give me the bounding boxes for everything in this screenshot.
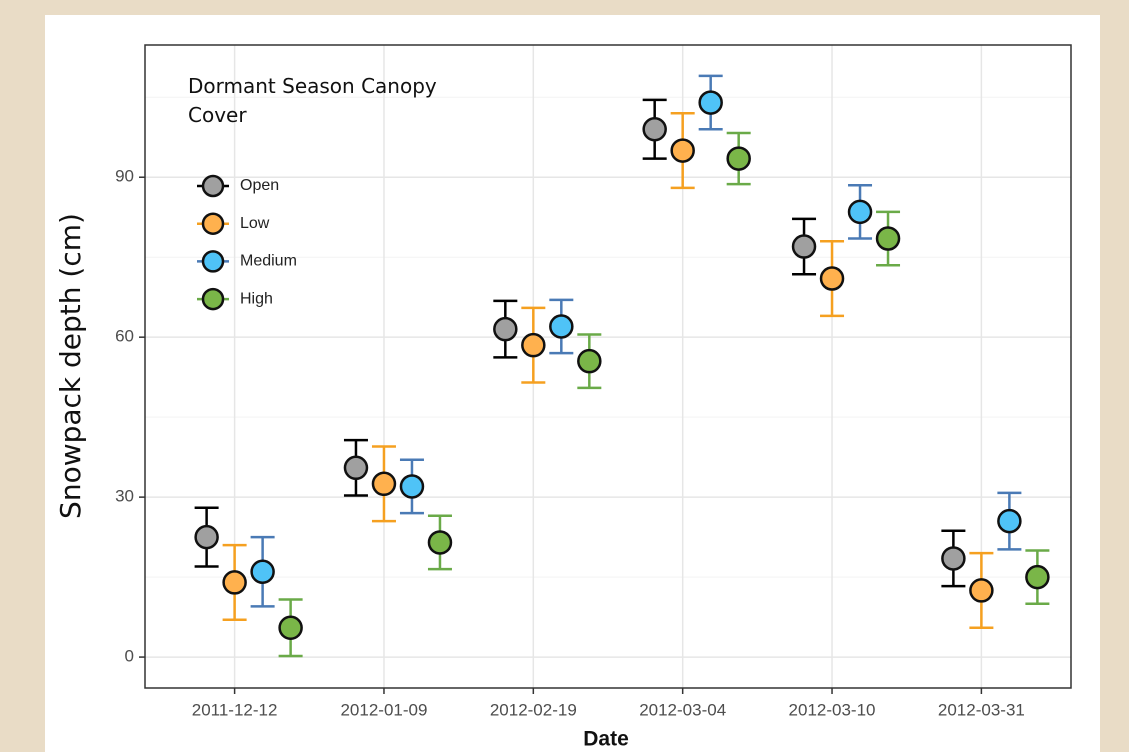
x-tick-label: 2012-03-10 [789, 700, 876, 719]
x-tick-label: 2012-03-04 [639, 700, 726, 719]
point [875, 226, 901, 251]
point [997, 508, 1022, 534]
point [670, 138, 695, 163]
point [250, 559, 275, 585]
legend-label: High [240, 290, 273, 307]
x-tick-label: 2012-01-09 [340, 700, 427, 719]
legend-title: Dormant Season Canopy Cover [188, 74, 437, 127]
panel [45, 15, 1100, 752]
x-tick-label: 2011-12-12 [192, 700, 278, 719]
x-tick-label: 2012-03-31 [938, 700, 1025, 719]
point [222, 570, 247, 595]
point [521, 332, 546, 358]
legend-point [201, 287, 225, 311]
point [194, 524, 219, 550]
legend-label: Medium [240, 253, 297, 270]
point [278, 615, 303, 641]
x-tick-label: 2012-02-19 [490, 700, 577, 719]
point [847, 199, 873, 225]
point [493, 316, 518, 342]
point [427, 530, 453, 555]
point [343, 455, 369, 481]
y-axis-label: Snowpack depth (cm) [54, 213, 87, 519]
y-tick-label: 0 [125, 647, 134, 666]
legend-label: Open [240, 177, 279, 194]
point [1025, 564, 1050, 590]
point [399, 474, 425, 499]
legend-point [201, 174, 225, 198]
point [941, 546, 966, 571]
y-tick-label: 30 [115, 487, 134, 506]
point [577, 348, 602, 374]
y-tick-label: 90 [115, 167, 134, 186]
plot-border [144, 44, 1072, 689]
point [791, 234, 817, 259]
legend-point [201, 250, 225, 273]
point [726, 146, 751, 171]
legend-label: Low [240, 215, 270, 232]
point [642, 116, 667, 142]
x-axis-label: Date [583, 728, 629, 751]
y-tick-label: 60 [115, 327, 134, 346]
legend-point [201, 212, 225, 235]
point [969, 578, 994, 603]
point [698, 90, 723, 115]
point [819, 266, 845, 291]
point [371, 471, 397, 497]
point [549, 314, 574, 339]
